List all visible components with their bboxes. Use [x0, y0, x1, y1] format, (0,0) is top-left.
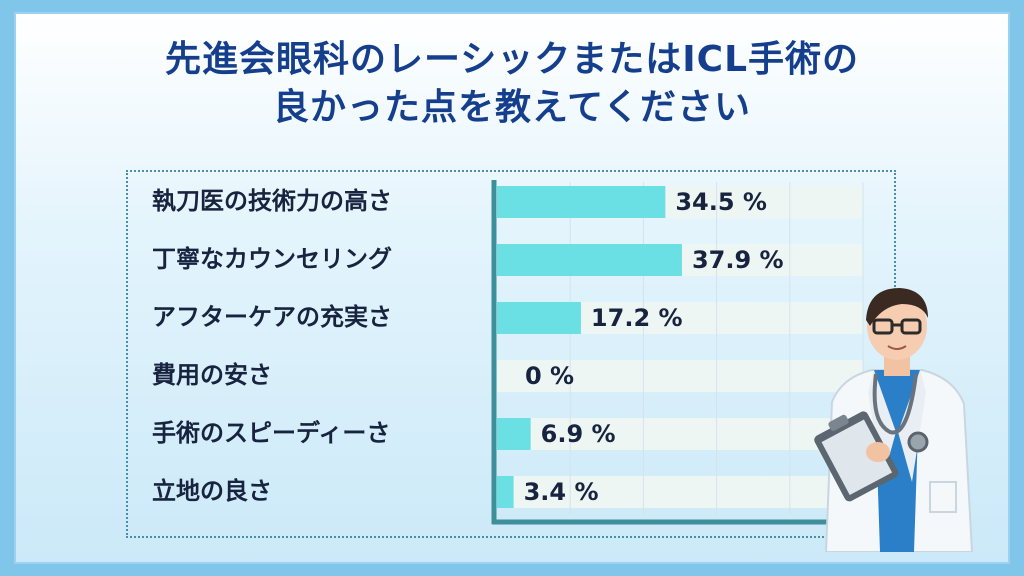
bar — [497, 476, 514, 508]
category-label: 執刀医の技術力の高さ — [152, 187, 392, 215]
chart-title-line-2: 良かった点を教えてください — [272, 87, 752, 128]
category-label: 丁寧なカウンセリング — [152, 245, 392, 273]
bar — [497, 244, 682, 276]
category-label: アフターケアの充実さ — [152, 303, 392, 331]
value-label: 17.2 % — [590, 304, 683, 332]
bar-track — [497, 476, 863, 508]
value-label: 34.5 % — [675, 188, 767, 216]
bar — [497, 186, 666, 218]
chart-title-line-1: 先進会眼科のレーシックまたはICL手術の — [164, 39, 860, 80]
value-label: 6.9 % — [540, 420, 616, 448]
value-label: 3.4 % — [523, 478, 599, 506]
category-label: 立地の良さ — [152, 477, 272, 505]
value-label: 0 % — [525, 362, 575, 390]
bar — [497, 302, 581, 334]
bar — [497, 418, 531, 450]
bar-track — [497, 418, 863, 450]
category-label: 手術のスピーディーさ — [152, 419, 391, 447]
doctor-illustration — [814, 288, 974, 552]
category-label: 費用の安さ — [152, 361, 272, 389]
value-label: 37.9 % — [691, 246, 784, 274]
bar-track — [497, 360, 863, 392]
